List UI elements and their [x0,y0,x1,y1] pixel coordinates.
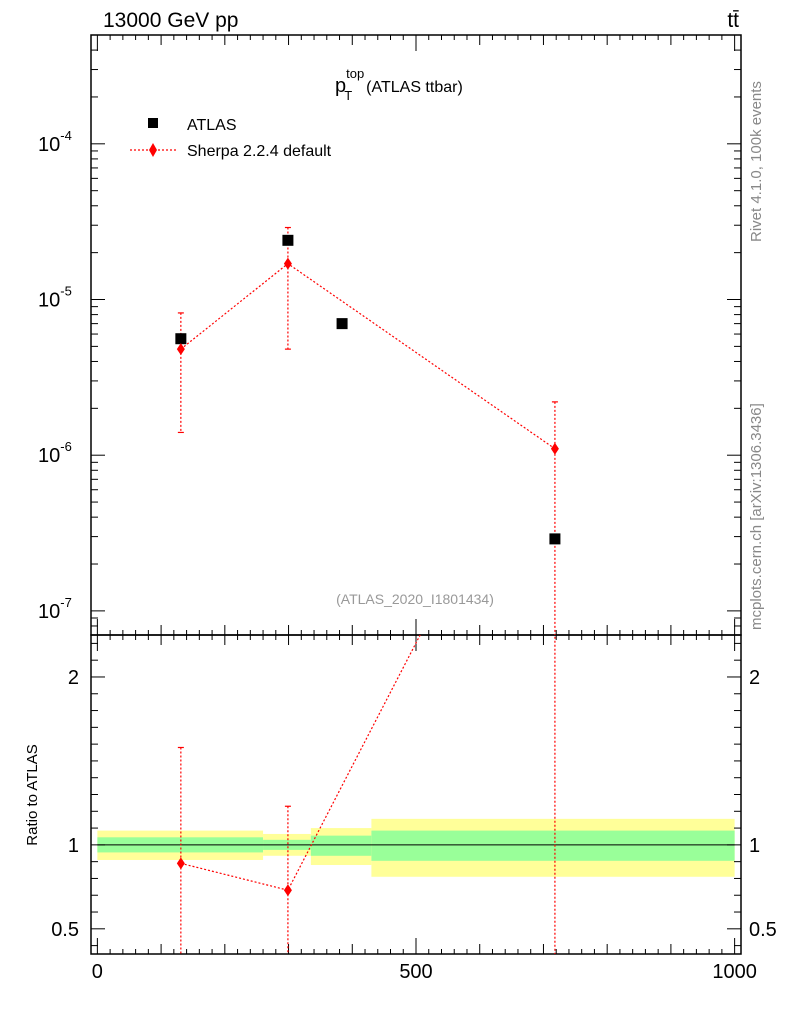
process-label: tt̄ [727,9,739,32]
source-label: mcplots.cern.ch [arXiv:1306.3436] [748,403,765,630]
energy-label: 13000 GeV pp [103,9,238,32]
ratio-sherpa-point [176,857,185,870]
legend-label-atlas: ATLAS [187,117,237,134]
ratio-sherpa-point [551,369,559,381]
plot-title-sub: T [344,88,352,103]
atlas-point [175,333,187,345]
atlas-point [549,533,561,545]
sherpa-line [180,262,556,450]
main-y-tick-label: 10-5 [38,284,72,312]
ratio-panel-frame [90,634,742,955]
legend-marker-sherpa [149,143,157,157]
ratio-sherpa-line [180,635,421,891]
main-y-tick-label: 10-6 [38,439,72,467]
ratio-y-axis-label: Ratio to ATLAS [24,744,41,845]
ratio-y-tick-label-right: 1 [749,835,760,857]
x-tick-label: 0 [92,961,103,983]
plot-title-text: (ATLAS ttbar) [366,79,463,96]
analysis-label: (ATLAS_2020_I1801434) [336,591,494,607]
ratio-y-tick-label-left: 2 [68,667,79,689]
main-series-marks [175,234,561,545]
x-tick-label: 1000 [712,961,757,983]
sherpa-point [550,442,559,455]
ratio-y-tick-label-left: 0.5 [51,919,79,941]
uncertainty-bands [97,818,735,877]
ratio-tick-labels: 0.5 0.5 1 1 2 2 0 500 1000 [51,667,777,983]
ratio-y-tick-label-right: 2 [749,667,760,689]
main-y-tick-label: 10-7 [38,595,72,623]
main-y-tick-labels: 10-4 10-5 10-6 10-7 [38,128,72,623]
plot-title-var: p [335,75,346,97]
sherpa-point [283,257,292,270]
rivet-version-label: Rivet 4.1.0, 100k events [748,81,765,242]
main-series-lines [177,226,558,635]
ratio-y-tick-label-right: 0.5 [749,919,777,941]
legend-marker-atlas [148,118,158,128]
sherpa-point [176,343,185,356]
green-band [371,830,735,861]
main-y-tick-label: 10-4 [38,128,72,156]
x-tick-label: 500 [399,961,432,983]
green-band [310,835,372,856]
legend-label-sherpa: Sherpa 2.2.4 default [187,143,332,160]
axis-ticks [91,34,741,954]
atlas-point [336,318,348,330]
legend: ATLAS Sherpa 2.2.4 default [130,117,332,160]
ratio-series-marks [176,369,559,954]
plot-title: ptop T (ATLAS ttbar) [335,66,463,103]
ratio-y-tick-label-left: 1 [68,835,79,857]
atlas-point [282,234,294,246]
plot-title-sup: top [346,66,364,81]
ratio-sherpa-point [283,884,292,897]
